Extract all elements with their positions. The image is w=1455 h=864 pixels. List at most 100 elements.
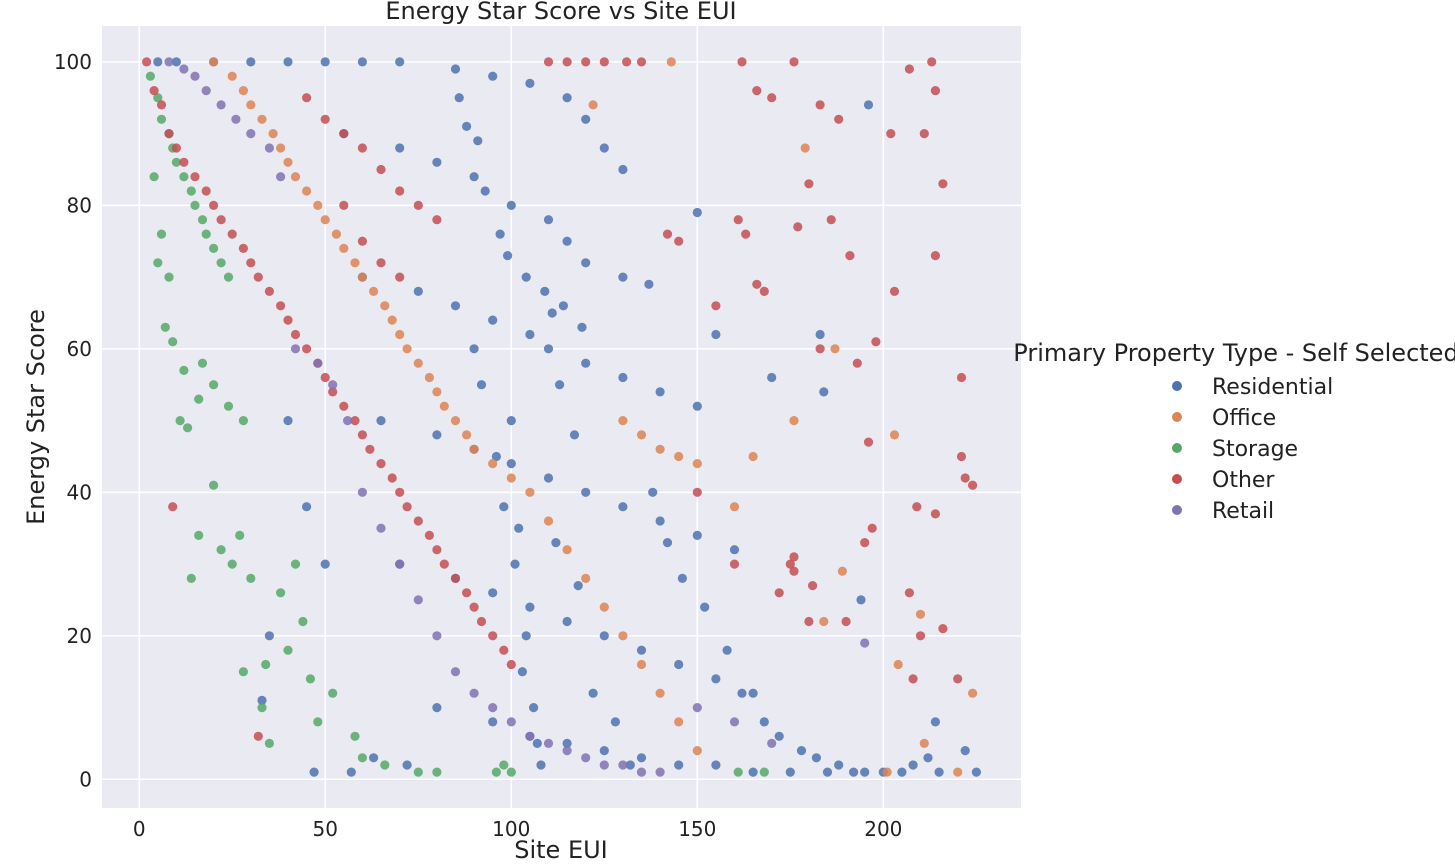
data-point [168,337,178,347]
data-point [581,753,591,763]
data-point [841,616,851,627]
data-point [562,57,572,67]
data-point [759,767,769,777]
data-point [413,767,423,777]
data-point [238,243,248,253]
data-point [904,64,915,74]
data-point [930,717,941,727]
data-point [581,57,591,67]
data-point [276,143,286,153]
data-point [201,229,211,239]
data-point [562,93,572,103]
data-point [789,552,799,562]
data-point [439,559,449,569]
data-point [488,71,498,81]
y-tick-label: 60 [67,337,92,361]
data-point [491,451,501,462]
data-point [588,100,598,110]
data-point [197,215,208,225]
data-point [238,667,248,677]
data-point [815,344,825,354]
data-point [599,746,609,756]
data-point [536,760,546,770]
data-point [309,767,319,777]
data-point [268,129,278,139]
y-tick-label: 100 [54,50,92,74]
data-point [525,731,535,741]
data-point [432,703,442,713]
data-point [432,430,442,440]
data-point [785,767,795,777]
data-point [469,344,479,354]
data-point [491,767,501,777]
data-point [313,200,323,210]
data-point [636,753,647,763]
tick-labels: 0 50 100 150 200 0 20 40 60 80 100 [54,50,903,841]
data-point [930,509,941,519]
data-point [968,480,978,490]
data-point [618,631,628,641]
data-point [599,143,609,153]
data-point [357,487,367,497]
data-point [395,57,405,67]
data-point [480,186,490,196]
data-point [636,659,647,670]
data-point [953,674,963,684]
data-point [503,251,513,261]
data-point [581,114,591,124]
series-residential [153,57,982,777]
data-point [748,767,758,777]
data-point [376,459,386,469]
data-point [149,172,159,182]
data-point [811,753,822,763]
data-point [328,688,338,698]
data-point [618,164,628,175]
data-point [156,114,167,124]
data-point [432,545,442,555]
data-point [488,631,498,641]
data-point [339,401,349,411]
data-point [164,57,174,67]
data-point [562,746,572,756]
data-point [432,631,442,641]
data-point [246,100,256,110]
data-point [506,473,516,483]
data-point [209,480,219,490]
data-point [413,595,423,605]
data-point [209,57,219,67]
data-point [488,315,498,325]
data-point [209,380,219,390]
data-point [209,243,219,253]
data-point [264,738,274,749]
data-point [350,416,360,426]
data-point [562,236,572,246]
data-point [655,387,665,397]
data-point [543,738,554,749]
data-point [357,57,367,67]
data-point [860,538,870,548]
data-point [376,416,386,426]
data-point [320,559,330,569]
legend-items: Residential Office Storage Other Retail [1172,375,1333,524]
data-point [305,674,315,684]
data-point [357,430,367,440]
data-point [283,645,293,655]
data-point [543,516,554,526]
data-point [402,502,412,512]
data-point [395,143,405,153]
data-point [551,538,561,548]
data-point [149,86,159,96]
data-point [424,530,434,541]
data-point [599,602,609,612]
data-point [380,760,390,770]
data-point [395,487,405,497]
data-point [711,329,721,340]
data-point [469,172,479,182]
data-point [179,157,189,167]
data-point [510,559,520,569]
data-point [618,416,628,426]
data-point [655,767,665,777]
data-point [767,738,777,749]
data-point [804,616,814,627]
data-point [216,545,226,555]
